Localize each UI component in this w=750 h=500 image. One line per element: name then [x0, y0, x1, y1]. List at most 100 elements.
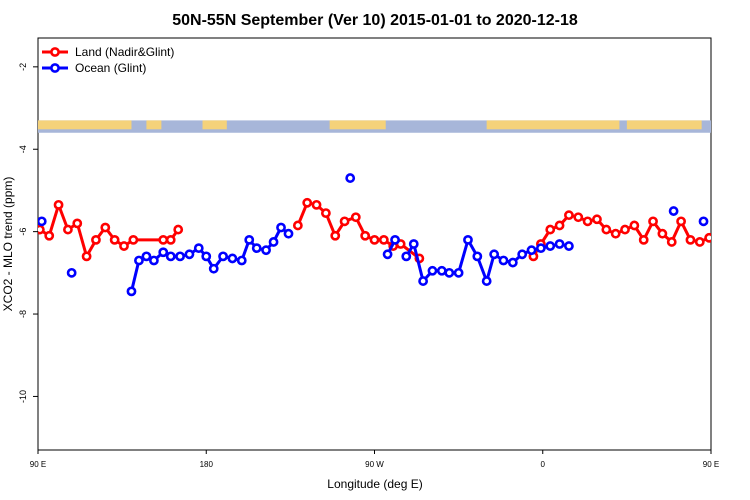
- legend-label: Ocean (Glint): [75, 61, 146, 75]
- data-point: [100, 222, 111, 233]
- data-point: [173, 224, 184, 235]
- data-point: [276, 222, 286, 233]
- data-point: [734, 201, 741, 208]
- data-point: [201, 251, 212, 262]
- y-axis-label: XCO2 - MLO trend (ppm): [1, 177, 15, 312]
- series-layer: [38, 173, 744, 297]
- data-point: [704, 232, 711, 243]
- data-point: [283, 228, 294, 239]
- land-band: [626, 120, 702, 130]
- data-point: [360, 230, 371, 241]
- legend-marker: [50, 63, 60, 73]
- data-point: [320, 208, 331, 218]
- land-band: [202, 120, 227, 130]
- x-tick-label: 90 E: [703, 460, 719, 469]
- data-point: [698, 216, 709, 227]
- data-point: [737, 269, 744, 276]
- data-point: [545, 224, 556, 235]
- data-point: [38, 224, 45, 235]
- data-point: [227, 253, 238, 264]
- data-point: [715, 226, 722, 233]
- y-tick-label: -4: [18, 145, 28, 153]
- series-ocean: [38, 173, 744, 297]
- x-tick-label: 90 W: [365, 460, 384, 469]
- data-point: [91, 234, 101, 245]
- data-point: [184, 249, 195, 260]
- x-axis: 90 E 180 90 W 0 90 E: [30, 450, 719, 469]
- data-point: [165, 234, 176, 245]
- data-point: [128, 234, 139, 245]
- data-point: [44, 230, 55, 241]
- data-point: [149, 255, 159, 266]
- data-point: [369, 234, 380, 245]
- x-tick-label: 180: [200, 460, 214, 469]
- data-point: [311, 199, 322, 210]
- data-point: [481, 276, 492, 286]
- data-point: [498, 255, 509, 266]
- data-point: [554, 220, 565, 231]
- data-point: [382, 249, 393, 260]
- data-point: [685, 234, 696, 245]
- data-point: [109, 234, 120, 245]
- data-point: [507, 257, 518, 268]
- data-point: [610, 228, 621, 239]
- series-land: [38, 197, 741, 264]
- data-point: [126, 286, 137, 297]
- data-point: [564, 241, 574, 251]
- data-point: [582, 216, 593, 227]
- data-point: [463, 234, 473, 245]
- legend: Land (Nadir&Glint) Ocean (Glint): [42, 45, 174, 75]
- data-point: [268, 237, 279, 247]
- data-point: [724, 230, 731, 237]
- y-tick-label: -8: [18, 310, 28, 318]
- data-point: [141, 251, 152, 262]
- data-point: [261, 245, 271, 256]
- data-point: [620, 224, 630, 235]
- data-point: [330, 230, 341, 241]
- data-point: [53, 199, 64, 210]
- land-band: [38, 120, 132, 130]
- data-point: [666, 237, 677, 247]
- land-band: [146, 120, 162, 130]
- data-point: [526, 245, 537, 256]
- series-line: [296, 201, 421, 260]
- data-point: [408, 239, 419, 249]
- data-point: [158, 247, 169, 258]
- data-point: [453, 267, 464, 278]
- data-point: [472, 251, 483, 262]
- data-point: [444, 267, 455, 278]
- legend-label: Land (Nadir&Glint): [75, 45, 174, 59]
- data-point: [694, 237, 705, 247]
- data-point: [638, 234, 649, 245]
- data-point: [517, 249, 528, 260]
- data-point: [193, 243, 204, 254]
- data-point: [648, 216, 658, 227]
- data-point: [175, 251, 185, 262]
- data-point: [489, 249, 500, 260]
- data-point: [545, 241, 556, 251]
- data-point: [158, 234, 169, 245]
- data-point: [292, 220, 303, 231]
- data-point: [63, 224, 73, 235]
- data-point: [244, 234, 255, 245]
- data-point: [401, 251, 412, 262]
- x-tick-label: 90 E: [30, 460, 46, 469]
- data-point: [535, 243, 546, 254]
- data-point: [302, 197, 313, 208]
- data-point: [564, 210, 574, 221]
- data-point: [668, 206, 679, 216]
- data-point: [38, 216, 47, 227]
- data-point: [657, 228, 668, 239]
- data-point: [418, 276, 429, 286]
- data-point: [436, 265, 447, 276]
- data-point: [390, 234, 400, 245]
- data-point: [573, 212, 584, 223]
- data-point: [66, 267, 77, 278]
- x-axis-label: Longitude (deg E): [327, 477, 422, 491]
- data-point: [251, 243, 262, 254]
- data-point: [378, 234, 389, 245]
- y-tick-label: -10: [18, 390, 28, 403]
- data-point: [208, 263, 219, 274]
- data-point: [345, 173, 356, 183]
